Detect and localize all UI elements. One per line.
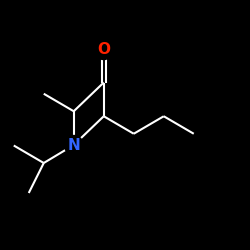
Circle shape bbox=[94, 40, 113, 60]
Text: O: O bbox=[97, 42, 110, 58]
Circle shape bbox=[64, 136, 83, 154]
Text: N: N bbox=[68, 138, 80, 152]
